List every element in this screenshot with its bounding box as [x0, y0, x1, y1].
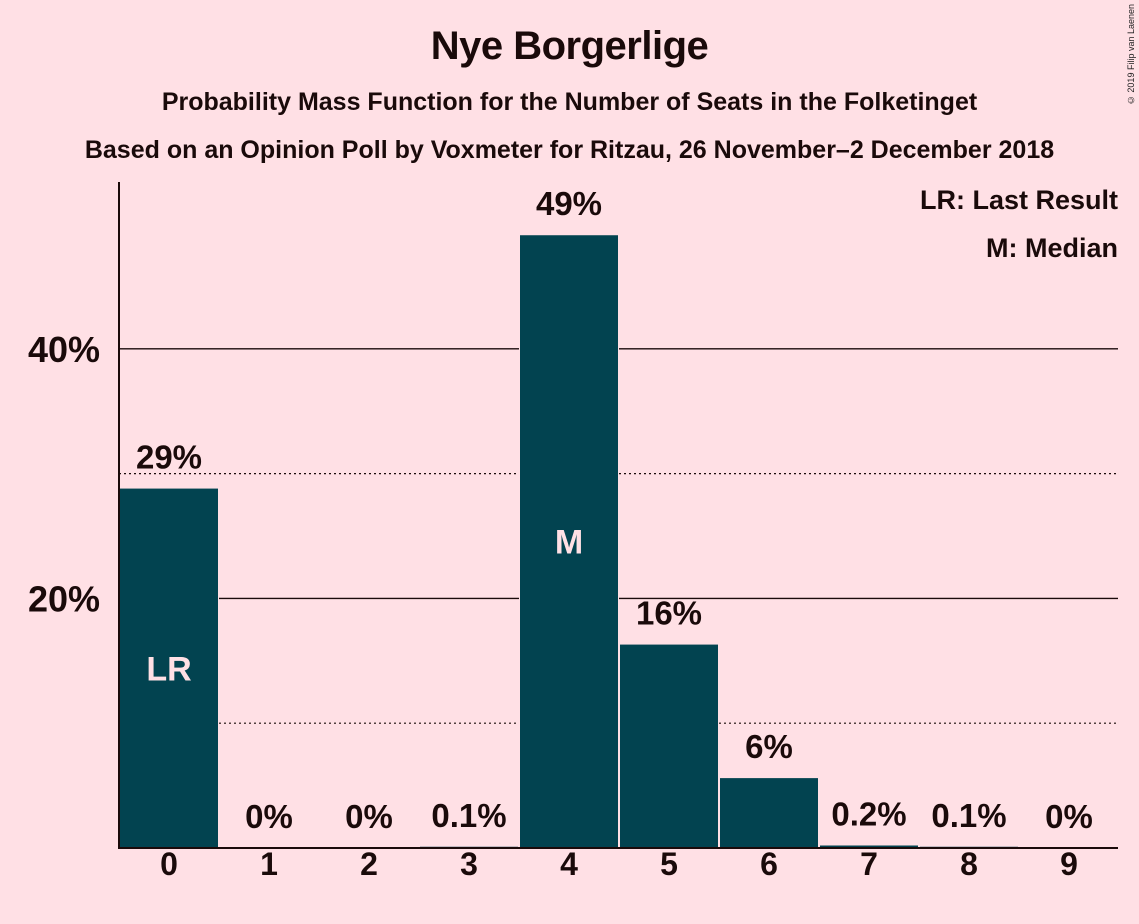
bar-value-label: 0% — [345, 798, 393, 835]
bar-value-label: 0.1% — [931, 797, 1006, 834]
x-tick-label: 0 — [160, 846, 178, 882]
bar-value-label: 0.2% — [831, 796, 906, 833]
chart-title: Nye Borgerlige — [430, 24, 709, 68]
x-tick-label: 6 — [760, 846, 778, 882]
legend-median: M: Median — [986, 233, 1118, 263]
x-tick-label: 3 — [460, 846, 478, 882]
x-tick-label: 4 — [560, 846, 578, 882]
x-tick-label: 2 — [360, 846, 378, 882]
chart-source-subtitle: Based on an Opinion Poll by Voxmeter for… — [84, 136, 1055, 164]
x-tick-label: 8 — [960, 846, 978, 882]
y-tick-label: 20% — [28, 578, 100, 619]
chart-subtitle: Probability Mass Function for the Number… — [161, 88, 978, 116]
x-tick-label: 9 — [1060, 846, 1078, 882]
bar-value-label: 6% — [745, 728, 793, 765]
bar — [720, 778, 818, 848]
bar — [120, 488, 218, 848]
x-tick-label: 1 — [260, 846, 278, 882]
bar — [820, 845, 918, 848]
bar-value-label: 49% — [536, 185, 602, 222]
bar-inner-label: LR — [146, 650, 191, 688]
bar-value-label: 16% — [636, 595, 702, 632]
legend-last-result: LR: Last Result — [920, 185, 1118, 215]
axes — [118, 182, 1118, 849]
bar-inner-label: M — [555, 524, 583, 562]
y-tick-label: 40% — [28, 329, 100, 370]
x-tick-label: 5 — [660, 846, 678, 882]
bar-value-label: 0% — [1045, 798, 1093, 835]
bar-value-label: 0% — [245, 798, 293, 835]
bars — [119, 234, 1019, 848]
bar — [520, 235, 618, 848]
x-tick-label: 7 — [860, 846, 878, 882]
bar-value-label: 0.1% — [431, 797, 506, 834]
bar-value-label: 29% — [136, 439, 202, 476]
labels: 20% 40% 29% LR 0 0% 1 0% 2 0.1% 3 49% M 4 16% 5 6% 6 0.2% 7… — [28, 185, 1093, 882]
bar — [620, 644, 718, 848]
